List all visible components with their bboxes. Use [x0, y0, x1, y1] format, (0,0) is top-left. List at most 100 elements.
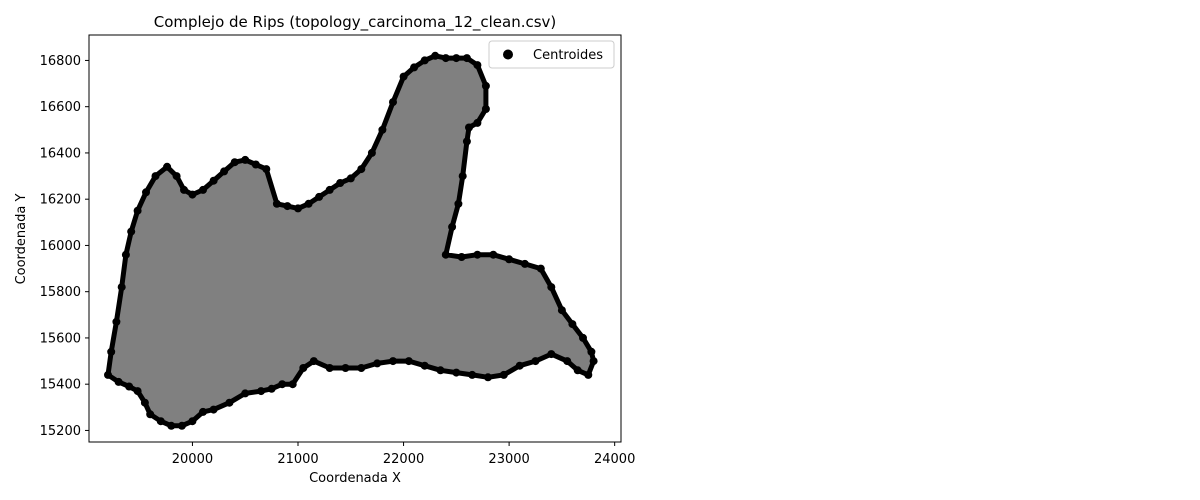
centroid-point-87 — [209, 405, 218, 414]
centroid-point-39 — [473, 61, 482, 70]
centroid-point-47 — [448, 222, 457, 231]
y-axis-label: Coordenada Y — [14, 194, 29, 285]
centroid-point-65 — [531, 357, 540, 366]
centroid-point-2 — [112, 317, 121, 326]
centroid-point-97 — [114, 377, 123, 386]
centroid-point-20 — [272, 199, 281, 208]
centroid-point-48 — [441, 250, 450, 259]
y-tick-label: 16200 — [40, 193, 81, 208]
x-tick-label: 22000 — [383, 452, 424, 467]
centroid-point-88 — [199, 407, 207, 416]
x-tick-label: 23000 — [488, 452, 529, 467]
centroid-point-19 — [262, 165, 271, 174]
centroid-point-50 — [473, 250, 482, 259]
centroid-point-62 — [573, 366, 582, 375]
centroid-point-73 — [404, 357, 413, 366]
centroid-point-36 — [441, 54, 450, 63]
centroid-point-3 — [117, 283, 126, 292]
centroid-point-29 — [367, 148, 376, 157]
legend-label: Centroides — [533, 48, 603, 63]
centroid-point-6 — [133, 206, 142, 215]
centroid-point-63 — [563, 357, 572, 366]
centroid-point-76 — [357, 364, 366, 372]
centroid-point-42 — [473, 118, 482, 127]
x-tick-label: 21000 — [277, 452, 318, 467]
centroid-point-23 — [304, 199, 313, 208]
y-tick-label: 16000 — [40, 239, 81, 254]
centroid-point-61 — [584, 370, 593, 379]
centroid-point-92 — [156, 417, 165, 426]
centroid-point-59 — [587, 347, 596, 356]
centroid-point-30 — [378, 125, 387, 134]
y-tick-label: 16600 — [40, 100, 81, 115]
centroid-point-83 — [267, 384, 276, 393]
centroid-point-8 — [151, 172, 160, 181]
centroid-point-24 — [315, 192, 324, 201]
centroid-point-55 — [547, 283, 556, 292]
centroid-point-74 — [389, 357, 397, 366]
centroid-point-45 — [458, 172, 467, 181]
x-axis-ticks: 20000 21000 22000 23000 24000 — [172, 442, 635, 467]
centroid-point-38 — [462, 54, 471, 63]
chart-title: Complejo de Rips (topology_carcinoma_12_… — [154, 13, 557, 32]
centroid-point-9 — [163, 162, 172, 171]
legend-box — [488, 40, 615, 69]
centroid-point-68 — [484, 373, 492, 382]
centroid-point-44 — [462, 137, 471, 146]
centroid-point-64 — [547, 350, 556, 359]
x-axis-label: Coordenada X — [309, 471, 401, 486]
centroid-point-82 — [278, 380, 287, 389]
centroid-point-40 — [481, 81, 490, 90]
centroid-point-60 — [589, 357, 598, 366]
centroid-point-18 — [251, 160, 260, 169]
centroid-point-0 — [104, 370, 112, 379]
centroid-point-43 — [465, 123, 473, 132]
centroid-point-78 — [325, 364, 334, 372]
centroid-point-66 — [515, 361, 524, 370]
centroid-point-85 — [241, 389, 250, 398]
centroid-point-93 — [146, 410, 155, 419]
x-tick-label: 20000 — [172, 452, 213, 467]
plot-area — [104, 51, 598, 430]
axes-frame — [88, 34, 622, 443]
y-tick-label: 15800 — [40, 285, 81, 300]
centroid-point-80 — [299, 364, 308, 372]
centroid-point-72 — [420, 361, 429, 370]
y-tick-label: 16800 — [40, 54, 81, 69]
centroid-point-17 — [241, 155, 250, 164]
centroid-point-5 — [127, 227, 136, 236]
centroid-point-67 — [499, 370, 508, 379]
centroid-point-46 — [454, 199, 463, 208]
y-tick-label: 15600 — [40, 331, 81, 346]
centroid-point-31 — [389, 98, 397, 107]
centroid-point-90 — [177, 421, 186, 430]
legend: Centroides — [488, 40, 615, 69]
centroid-point-41 — [481, 105, 490, 113]
centroid-point-28 — [357, 165, 366, 174]
centroid-point-89 — [188, 417, 197, 426]
centroid-point-34 — [420, 56, 429, 65]
centroid-point-81 — [288, 380, 297, 389]
y-tick-label: 15200 — [40, 424, 81, 439]
centroid-point-4 — [121, 250, 130, 259]
centroid-point-51 — [489, 250, 498, 259]
centroid-point-25 — [325, 185, 334, 194]
centroid-point-13 — [199, 185, 207, 194]
y-tick-label: 16400 — [40, 146, 81, 161]
legend-marker — [503, 49, 513, 60]
centroid-point-16 — [230, 158, 239, 167]
centroid-point-94 — [140, 398, 149, 407]
centroid-point-91 — [167, 421, 176, 430]
centroid-point-77 — [341, 364, 350, 372]
centroid-points — [104, 51, 598, 430]
centroid-point-10 — [172, 172, 181, 181]
centroid-point-11 — [180, 185, 188, 194]
y-axis-ticks: 15200 15400 15600 15800 16000 16200 16400 16600… — [40, 54, 89, 439]
centroid-point-21 — [283, 202, 292, 211]
centroid-point-71 — [436, 366, 445, 375]
centroid-point-22 — [294, 204, 302, 213]
centroid-point-35 — [431, 51, 440, 60]
centroid-point-84 — [257, 387, 266, 396]
y-tick-label: 15400 — [40, 378, 81, 393]
